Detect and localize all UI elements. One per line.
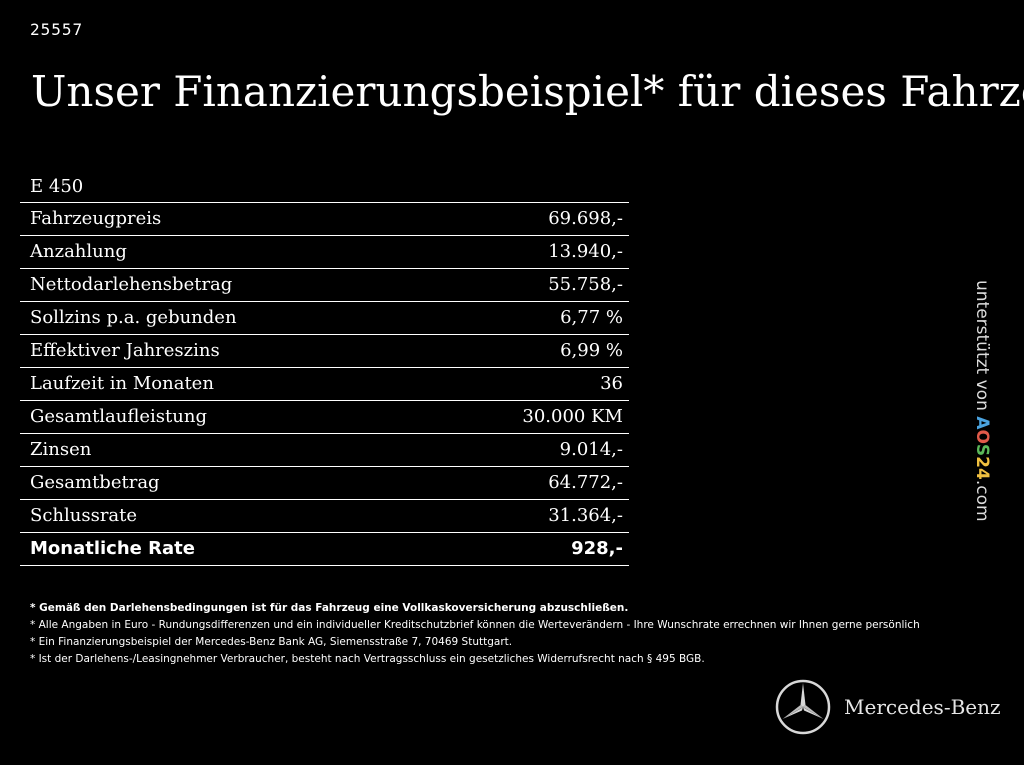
model-name: E 450 — [20, 170, 629, 203]
table-row: Zinsen 9.014,- — [20, 434, 629, 467]
row-label: Gesamtlaufleistung — [30, 406, 207, 427]
mercedes-star-icon — [775, 679, 831, 735]
footnote: * Alle Angaben in Euro - Rundungsdiffere… — [30, 619, 920, 631]
row-value: 6,77 % — [560, 307, 623, 328]
row-value: 36 — [600, 373, 623, 394]
footnotes: * Gemäß den Darlehensbedingungen ist für… — [30, 600, 1010, 668]
table-row: Nettodarlehensbetrag 55.758,- — [20, 269, 629, 302]
table-row: Anzahlung 13.940,- — [20, 236, 629, 269]
row-value: 13.940,- — [548, 241, 623, 262]
row-value: 6,99 % — [560, 340, 623, 361]
row-label: Effektiver Jahreszins — [30, 340, 220, 361]
brand-logo: Mercedes-Benz — [774, 678, 1001, 736]
table-row: Fahrzeugpreis 69.698,- — [20, 203, 629, 236]
row-value: 9.014,- — [559, 439, 623, 460]
row-label: Nettodarlehensbetrag — [30, 274, 233, 295]
financing-table: E 450 Fahrzeugpreis 69.698,- Anzahlung 13.… — [20, 170, 629, 566]
credit-suffix: .com — [972, 479, 992, 522]
row-label: Anzahlung — [30, 241, 127, 262]
reference-id: 25557 — [30, 20, 84, 39]
footnote: * Ist der Darlehens-/Leasingnehmer Verbr… — [30, 653, 705, 665]
row-label: Schlussrate — [30, 505, 138, 526]
row-value: 30.000 KM — [522, 406, 623, 427]
monthly-rate-row: Monatliche Rate 928,- — [20, 533, 629, 566]
row-value: 55.758,- — [548, 274, 623, 295]
row-value: 64.772,- — [548, 472, 623, 493]
row-label: Zinsen — [30, 439, 92, 460]
page-title: Unser Finanzierungsbeispiel* für dieses … — [31, 67, 1024, 116]
credit-prefix: unterstützt von — [972, 280, 992, 417]
row-label: Fahrzeugpreis — [30, 208, 162, 229]
credit-brand: AOS24 — [972, 416, 992, 480]
table-row: Effektiver Jahreszins 6,99 % — [20, 335, 629, 368]
footnote: * Gemäß den Darlehensbedingungen ist für… — [30, 602, 629, 614]
table-row: Sollzins p.a. gebunden 6,77 % — [20, 302, 629, 335]
powered-by-credit: unterstützt von AOS24.com — [972, 280, 992, 522]
row-value: 31.364,- — [548, 505, 623, 526]
table-row: Schlussrate 31.364,- — [20, 500, 629, 533]
row-label: Laufzeit in Monaten — [30, 373, 214, 394]
total-label: Monatliche Rate — [30, 538, 195, 559]
row-label: Sollzins p.a. gebunden — [30, 307, 237, 328]
row-value: 69.698,- — [548, 208, 623, 229]
table-row: Gesamtlaufleistung 30.000 KM — [20, 401, 629, 434]
footnote: * Ein Finanzierungsbeispiel der Mercedes… — [30, 636, 513, 648]
row-label: Gesamtbetrag — [30, 472, 160, 493]
total-value: 928,- — [571, 538, 623, 559]
brand-name: Mercedes-Benz — [844, 695, 1001, 719]
table-row: Gesamtbetrag 64.772,- — [20, 467, 629, 500]
table-row: Laufzeit in Monaten 36 — [20, 368, 629, 401]
